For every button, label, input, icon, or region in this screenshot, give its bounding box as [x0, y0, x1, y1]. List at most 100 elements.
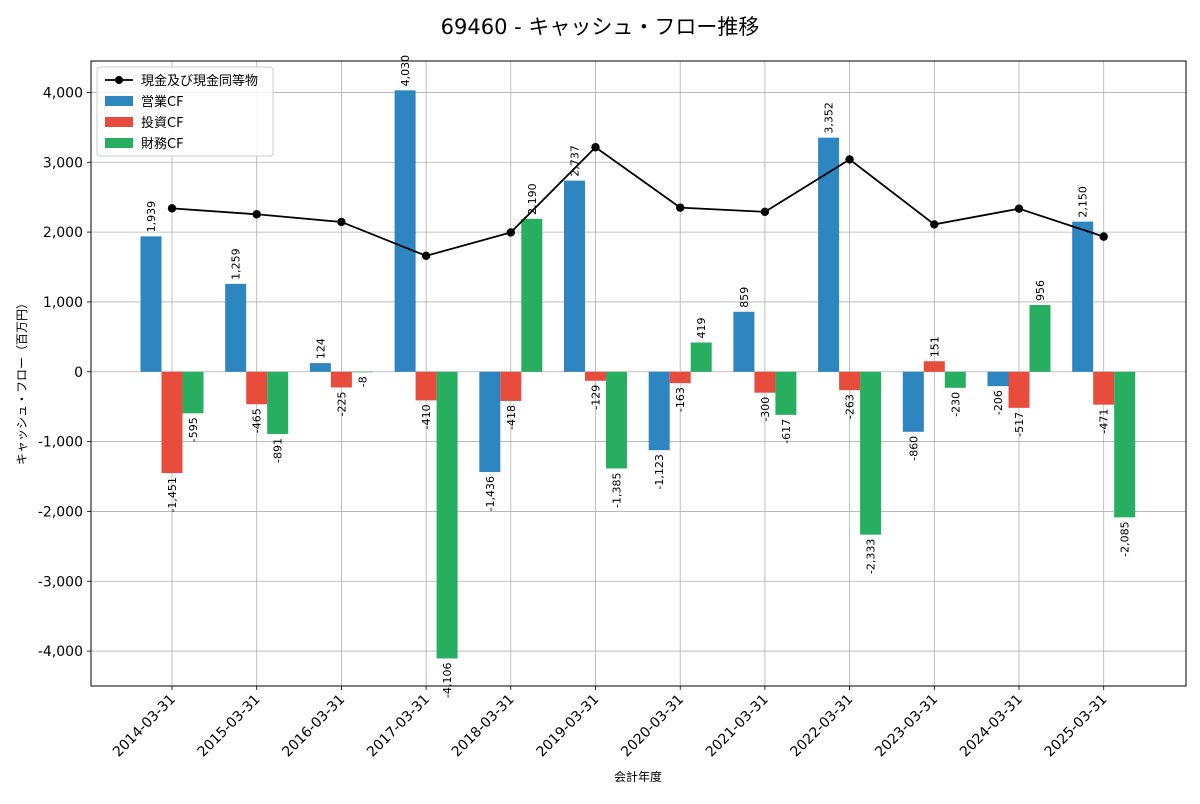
- bar-投資CF: [754, 371, 776, 393]
- bar-財務CF: [351, 371, 373, 373]
- bar-value-label: -300: [759, 397, 772, 422]
- line-point: [930, 220, 939, 229]
- bar-value-label: -418: [505, 405, 518, 430]
- y-tick-label: 3,000: [43, 155, 83, 171]
- y-tick-label: -4,000: [38, 644, 83, 660]
- x-axis-label: 会計年度: [614, 769, 662, 784]
- bar-value-label: -1,123: [653, 454, 666, 489]
- bar-value-label: 4,030: [399, 55, 412, 87]
- line-point: [421, 251, 431, 261]
- y-tick-label: 4,000: [43, 85, 83, 101]
- y-axis-label: キャッシュ・フロー（百万円）: [15, 297, 29, 465]
- line-point: [167, 204, 177, 213]
- bar-value-label: -1,451: [166, 477, 179, 512]
- bar-営業CF: [564, 180, 585, 372]
- bar-財務CF: [860, 371, 882, 535]
- x-tick-label: 2014-03-31: [110, 692, 179, 761]
- bar-value-label: -465: [251, 408, 264, 433]
- line-point: [845, 155, 854, 164]
- bar-value-label: -206: [992, 390, 1005, 415]
- line-point: [1099, 232, 1108, 241]
- line-point: [676, 203, 685, 212]
- bar-value-label: -4,106: [441, 662, 454, 697]
- line-point: [252, 210, 261, 219]
- bar-value-label: 151: [928, 336, 941, 357]
- line-point: [1014, 204, 1024, 213]
- bar-投資CF: [330, 371, 352, 388]
- bar-value-label: -2,333: [865, 539, 878, 574]
- bar-営業CF: [394, 90, 416, 372]
- chart-title: 69460 - キャッシュ・フロー推移: [441, 15, 760, 39]
- x-tick-label: 2018-03-31: [449, 692, 518, 761]
- y-tick-label: -3,000: [38, 574, 83, 590]
- bar-投資CF: [1093, 371, 1115, 405]
- bar-投資CF: [500, 371, 522, 401]
- bar-value-label: -225: [335, 391, 348, 416]
- plot-frame: [90, 60, 1187, 687]
- bar-営業CF: [733, 311, 755, 372]
- bar-value-label: -8: [356, 376, 369, 387]
- x-tick-label: 2015-03-31: [195, 692, 264, 761]
- bar-value-label: -410: [420, 404, 433, 429]
- x-tick-label: 2025-03-31: [1042, 692, 1111, 761]
- legend-label: 投資CF: [141, 115, 184, 131]
- bar-value-label: -2,085: [1119, 521, 1132, 556]
- bar-財務CF: [606, 371, 627, 469]
- bar-財務CF: [267, 371, 289, 434]
- bar-財務CF: [436, 371, 458, 659]
- y-tick-label: -1,000: [38, 435, 83, 451]
- bar-value-label: -471: [1098, 409, 1111, 434]
- bar-財務CF: [182, 371, 204, 414]
- legend-bar-swatch: [105, 138, 133, 148]
- x-tick-label: 2021-03-31: [703, 692, 772, 761]
- y-tick-label: 1,000: [43, 295, 83, 311]
- bar-value-label: -1,385: [611, 472, 624, 507]
- legend-box: [96, 66, 274, 157]
- bar-営業CF: [648, 371, 670, 451]
- bar-value-label: -891: [272, 438, 285, 463]
- line-layer: [167, 143, 1108, 261]
- bar-投資CF: [246, 371, 268, 405]
- bar-value-label: 1,939: [145, 201, 158, 233]
- line-point: [591, 143, 600, 152]
- bar-value-label: 124: [314, 338, 327, 359]
- legend-bar-swatch: [105, 117, 133, 127]
- y-tick-label: 2,000: [43, 225, 83, 241]
- bar-value-label: 3,352: [823, 102, 836, 134]
- bar-投資CF: [161, 371, 183, 474]
- bars-layer: [140, 90, 1136, 659]
- bar-value-label: 2,737: [569, 145, 582, 177]
- x-tick-label: 2024-03-31: [957, 692, 1026, 761]
- x-tick-label: 2020-03-31: [618, 692, 687, 761]
- x-tick-label: 2019-03-31: [533, 692, 602, 761]
- x-tick-label: 2017-03-31: [364, 692, 433, 761]
- line-point: [506, 228, 515, 237]
- legend-marker: [115, 76, 123, 84]
- bar-営業CF: [140, 236, 162, 372]
- bar-営業CF: [987, 371, 1009, 387]
- line-point: [760, 207, 770, 217]
- bar-営業CF: [309, 363, 331, 372]
- bar-value-label: -129: [590, 385, 603, 410]
- bar-value-label: 859: [738, 287, 751, 308]
- bar-営業CF: [1072, 221, 1094, 372]
- bar-value-label: 1,259: [230, 248, 243, 280]
- bar-value-label: 419: [695, 317, 708, 338]
- bar-投資CF: [1008, 371, 1030, 408]
- bar-財務CF: [1114, 371, 1136, 518]
- bar-投資CF: [585, 371, 606, 381]
- bar-投資CF: [839, 371, 861, 391]
- legend-label: 営業CF: [141, 94, 184, 110]
- bar-投資CF: [669, 371, 691, 384]
- bar-投資CF: [923, 361, 945, 372]
- bar-value-label: 956: [1034, 280, 1047, 301]
- legend-bar-swatch: [105, 96, 133, 106]
- x-tick-label: 2016-03-31: [279, 692, 348, 761]
- x-tick-label: 2022-03-31: [788, 692, 857, 761]
- bar-財務CF: [775, 371, 797, 415]
- bar-value-label: 2,190: [526, 183, 539, 215]
- legend-label: 現金及び現金同等物: [141, 73, 258, 89]
